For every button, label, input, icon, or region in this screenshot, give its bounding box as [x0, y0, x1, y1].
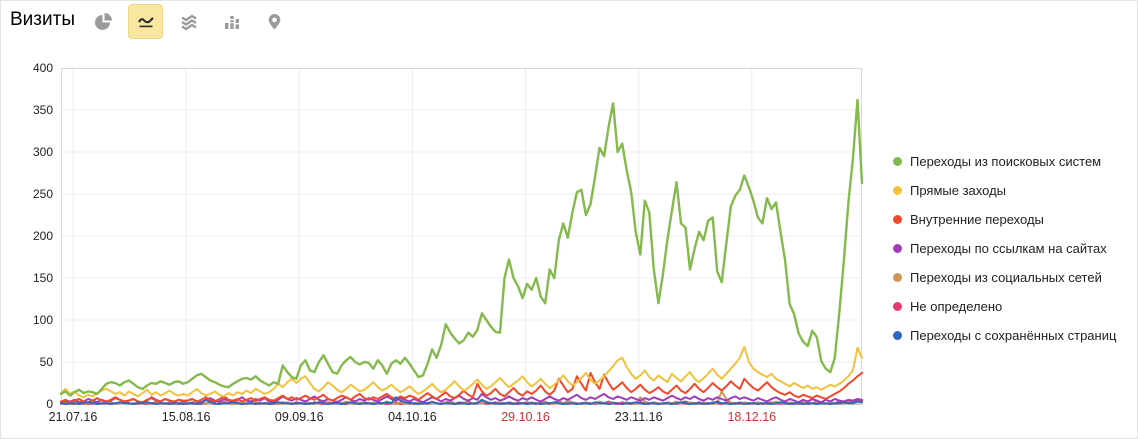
y-axis-label: 200 — [33, 229, 53, 243]
x-axis-label: 04.10.16 — [388, 410, 437, 424]
legend-dot — [893, 244, 902, 253]
chart-type-toolbar — [85, 4, 292, 39]
legend-dot — [893, 215, 902, 224]
legend-dot — [893, 302, 902, 311]
legend-item-search-engines[interactable]: Переходы из поисковых систем — [893, 147, 1116, 176]
x-axis-label: 23.11.16 — [615, 410, 663, 424]
visits-chart[interactable]: 0 50 100 150 200 250 300 350 400 21.07.16 15.08.16… — [1, 1, 891, 438]
legend-item-social[interactable]: Переходы из социальных сетей — [893, 263, 1116, 292]
line-chart-icon — [137, 16, 154, 27]
legend-label: Переходы по ссылкам на сайтах — [910, 241, 1107, 256]
x-axis-label: 21.07.16 — [49, 410, 98, 424]
legend-label: Переходы из поисковых систем — [910, 154, 1102, 169]
chart-type-map-button[interactable] — [257, 4, 292, 39]
legend-label: Не определено — [910, 299, 1003, 314]
y-axis-label: 150 — [33, 271, 53, 285]
chart-type-stacked-area-button[interactable] — [171, 4, 206, 39]
legend-dot — [893, 186, 902, 195]
y-axis-label: 400 — [33, 61, 53, 75]
legend-label: Переходы из социальных сетей — [910, 270, 1102, 285]
x-axis-label: 18.12.16 — [727, 410, 776, 424]
legend-item-internal[interactable]: Внутренние переходы — [893, 205, 1116, 234]
chart-area: 0 50 100 150 200 250 300 350 400 21.07.16 15.08.16… — [1, 1, 891, 438]
y-axis-label: 300 — [33, 145, 53, 159]
x-axis-label: 29.10.16 — [501, 410, 550, 424]
map-pin-icon — [268, 13, 280, 29]
legend-item-saved-pages[interactable]: Переходы с сохранённых страниц — [893, 321, 1116, 350]
y-axis-label: 50 — [40, 355, 54, 369]
chart-type-line-button[interactable] — [128, 4, 163, 39]
stacked-area-icon — [180, 14, 197, 30]
y-axis-label: 0 — [46, 397, 53, 411]
chart-type-columns-button[interactable] — [214, 4, 249, 39]
legend-dot — [893, 157, 902, 166]
legend-item-undefined[interactable]: Не определено — [893, 292, 1116, 321]
legend-label: Переходы с сохранённых страниц — [910, 328, 1117, 343]
y-axis-label: 350 — [33, 103, 53, 117]
chart-legend: Переходы из поисковых систем Прямые захо… — [893, 147, 1116, 350]
page-title: Визиты — [10, 9, 75, 30]
column-chart-icon — [224, 15, 239, 29]
x-axis-label: 09.09.16 — [275, 410, 324, 424]
series-line-0 — [59, 98, 864, 397]
series-line-1 — [60, 345, 863, 399]
y-axis-label: 100 — [33, 313, 53, 327]
x-axis-label: 15.08.16 — [162, 410, 211, 424]
legend-item-site-links[interactable]: Переходы по ссылкам на сайтах — [893, 234, 1116, 263]
legend-label: Внутренние переходы — [910, 212, 1044, 227]
chart-type-pie-button[interactable] — [85, 4, 120, 39]
series-line-6 — [60, 396, 863, 405]
legend-dot — [893, 273, 902, 282]
legend-dot — [893, 331, 902, 340]
pie-chart-icon — [94, 12, 112, 30]
series-line-2 — [60, 371, 863, 404]
legend-label: Прямые заходы — [910, 183, 1007, 198]
legend-item-direct[interactable]: Прямые заходы — [893, 176, 1116, 205]
y-axis-label: 250 — [33, 187, 53, 201]
